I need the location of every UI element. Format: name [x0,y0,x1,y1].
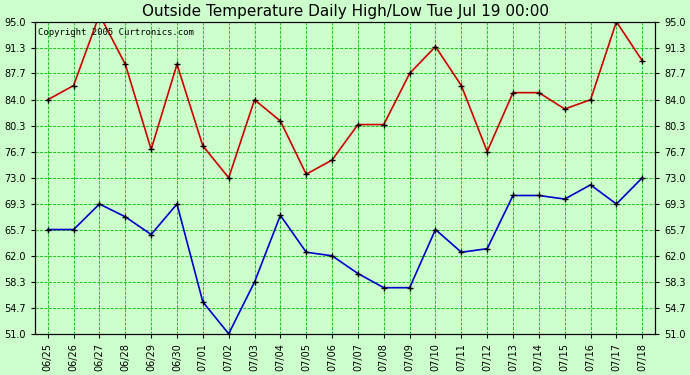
Text: Copyright 2005 Curtronics.com: Copyright 2005 Curtronics.com [38,28,194,37]
Title: Outside Temperature Daily High/Low Tue Jul 19 00:00: Outside Temperature Daily High/Low Tue J… [141,4,549,19]
